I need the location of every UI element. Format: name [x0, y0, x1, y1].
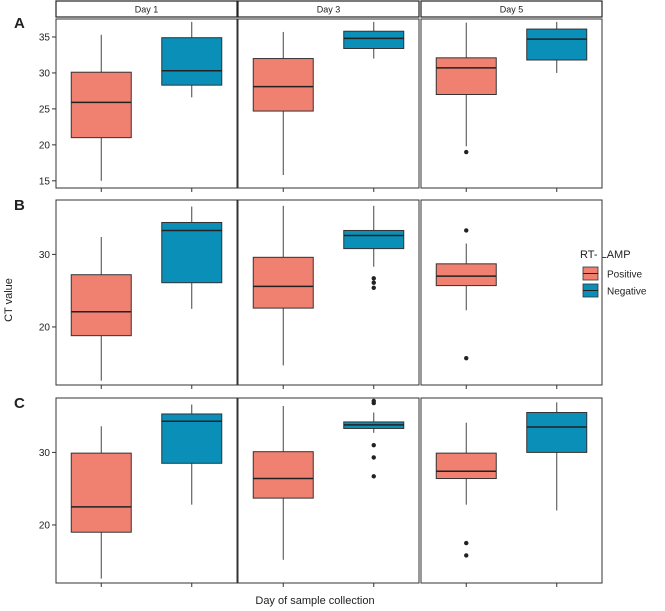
outlier-point: [371, 455, 376, 460]
outlier-point: [464, 540, 469, 546]
box-positive-3: [435, 22, 497, 155]
box-body: [526, 412, 588, 453]
facet-label: Day 1: [135, 5, 159, 15]
box-body: [252, 58, 314, 112]
facet-frame: [55, 18, 238, 189]
facet-frame: [237, 18, 420, 189]
box-negative-1: [161, 21, 223, 98]
box-body: [435, 263, 497, 287]
box-body: [343, 229, 405, 250]
facet-frame: [237, 397, 420, 584]
outlier-point: [464, 553, 469, 558]
facet-frame: [237, 199, 420, 386]
facet-frame: [420, 199, 603, 386]
facet-frame: [55, 199, 238, 386]
box-body: [252, 451, 314, 499]
y-tick-label: 20: [39, 140, 51, 151]
facet-frame: [420, 18, 603, 189]
outlier-point: [371, 285, 376, 290]
legend-title: RT- LAMP: [580, 249, 631, 261]
box-body: [435, 452, 497, 480]
y-tick-label: 35: [39, 32, 51, 43]
box-body: [435, 57, 497, 96]
box-negative-3: [526, 402, 588, 511]
box-body: [161, 413, 223, 464]
y-tick-label: 20: [39, 322, 51, 333]
box-positive-2: [252, 405, 314, 560]
y-tick-label: 25: [39, 104, 51, 115]
outlier-point: [371, 276, 376, 281]
facet-strip: [55, 0, 238, 18]
box-body: [70, 71, 132, 139]
facet-frame: [55, 397, 238, 584]
facet-strip: [420, 0, 603, 18]
box-negative-2: [343, 205, 405, 290]
outlier-point: [371, 474, 376, 479]
box-negative-1: [161, 206, 223, 309]
box-body: [252, 256, 314, 309]
facet-frame: [420, 397, 603, 584]
outlier-point: [464, 228, 469, 233]
box-negative-3: [526, 21, 588, 73]
y-axis-label: CT value: [3, 278, 15, 322]
y-tick-label: 30: [39, 448, 51, 459]
outlier-point: [464, 355, 469, 361]
box-positive-1: [70, 34, 132, 181]
panel-A: A 15 20 25 30 35 Day 1 Day 3 Day 5: [14, 0, 603, 192]
box-body: [343, 30, 405, 49]
panel-label: A: [14, 15, 25, 32]
box-body: [161, 37, 223, 86]
y-tick-label: 15: [39, 176, 51, 187]
outlier-point: [464, 149, 469, 155]
box-positive-1: [70, 426, 132, 579]
facet-label: Day 5: [500, 5, 524, 15]
box-positive-2: [252, 205, 314, 366]
box-negative-2: [343, 398, 405, 479]
outlier-point: [371, 442, 376, 448]
box-positive-2: [252, 31, 314, 176]
box-negative-2: [343, 21, 405, 59]
outlier-point: [371, 280, 376, 285]
y-tick-label: 20: [39, 520, 51, 531]
box-body: [70, 452, 132, 533]
box-body: [70, 274, 132, 337]
legend: RT- LAMP Positive Negative: [580, 249, 647, 298]
legend-label-positive: Positive: [607, 270, 642, 281]
facet-label: Day 3: [317, 5, 341, 15]
panel-C: C 20 30: [14, 395, 603, 587]
panel-label: C: [14, 395, 25, 412]
box-positive-3: [435, 228, 497, 361]
y-tick-label: 30: [39, 250, 51, 261]
legend-label-negative: Negative: [607, 287, 647, 298]
box-positive-3: [435, 422, 497, 558]
outlier-point: [371, 400, 376, 406]
box-positive-1: [70, 237, 132, 381]
box-negative-1: [161, 404, 223, 505]
panel-label: B: [14, 197, 25, 214]
box-body: [161, 221, 223, 284]
box-body: [526, 28, 588, 61]
y-tick-label: 30: [39, 68, 51, 79]
facet-strip: [237, 0, 420, 18]
x-axis-label: Day of sample collection: [255, 595, 374, 607]
panel-B: B 20 30: [14, 197, 603, 389]
